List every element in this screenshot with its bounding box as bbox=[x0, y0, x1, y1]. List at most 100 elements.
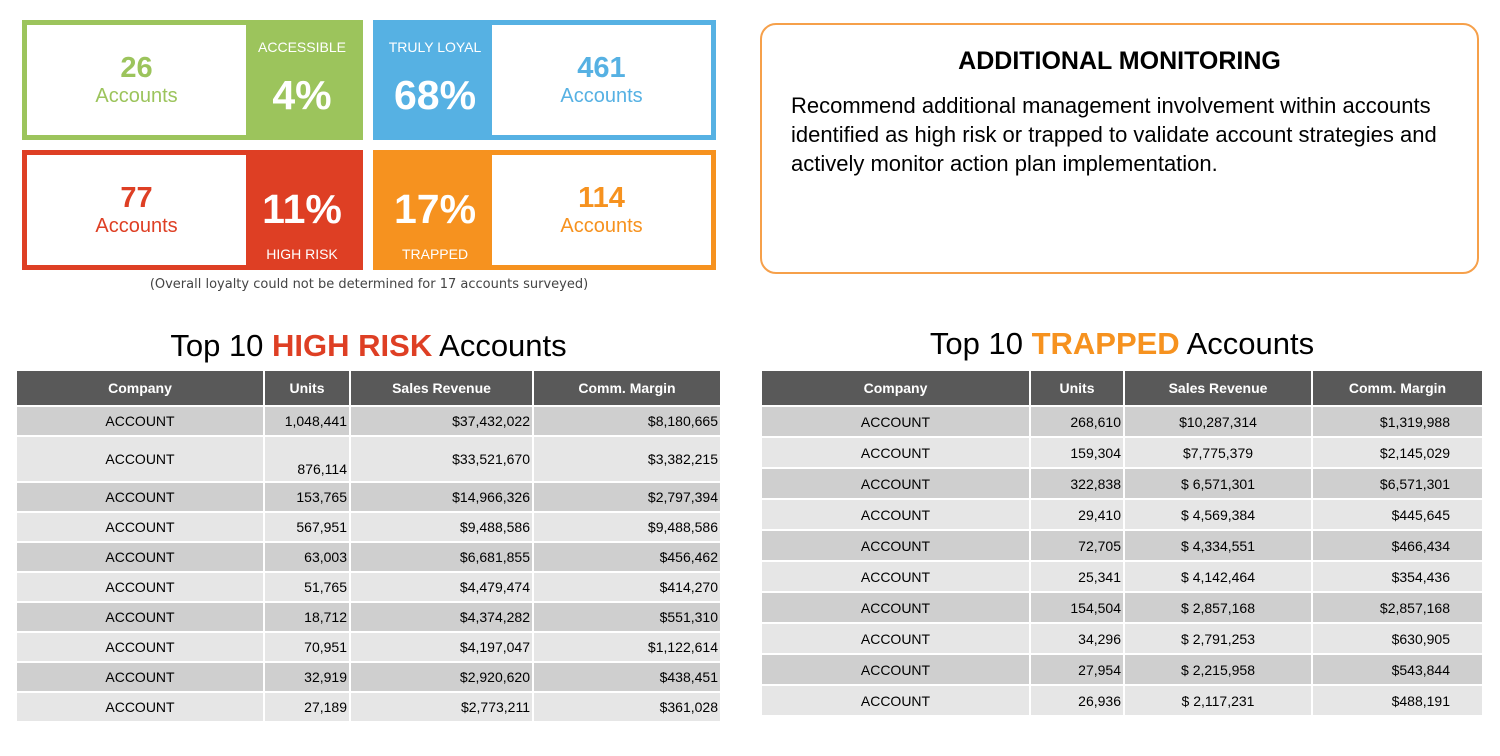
sales-revenue-cell: $9,488,586 bbox=[350, 512, 534, 543]
units-cell: 27,954 bbox=[1030, 654, 1125, 686]
sales-revenue-cell: $2,773,211 bbox=[350, 692, 534, 723]
high-risk-title-highlight: HIGH RISK bbox=[272, 328, 433, 363]
comm-margin-cell: $630,905 bbox=[1312, 623, 1482, 655]
high-risk-tag: HIGH RISK bbox=[266, 246, 338, 262]
units-cell: 70,951 bbox=[264, 632, 351, 663]
table-row: ACCOUNT 63,003 $6,681,855 $456,462 bbox=[17, 542, 720, 573]
comm-margin-cell: $3,382,215 bbox=[533, 436, 720, 483]
comm-margin-cell: $9,488,586 bbox=[533, 512, 720, 543]
accessible-count-box: 26 Accounts bbox=[27, 25, 246, 135]
high-risk-tile: 77 Accounts 11% HIGH RISK bbox=[22, 150, 363, 270]
table-row: ACCOUNT 153,765 $14,966,326 $2,797,394 bbox=[17, 482, 720, 513]
column-header-comm-margin[interactable]: Comm. Margin bbox=[1312, 371, 1482, 407]
sales-revenue-cell: $37,432,022 bbox=[350, 406, 534, 437]
units-cell: 18,712 bbox=[264, 602, 351, 633]
column-header-sales-revenue[interactable]: Sales Revenue bbox=[350, 371, 534, 407]
table-row: ACCOUNT 34,296 $ 2,791,253 $630,905 bbox=[762, 623, 1482, 655]
units-cell: 1,048,441 bbox=[264, 406, 351, 437]
table-row: ACCOUNT 25,341 $ 4,142,464 $354,436 bbox=[762, 561, 1482, 593]
truly-loyal-percent: 68% bbox=[393, 72, 477, 118]
high-risk-count-box: 77 Accounts bbox=[27, 155, 246, 265]
table-row: ACCOUNT 1,048,441 $37,432,022 $8,180,665 bbox=[17, 406, 720, 437]
company-cell: ACCOUNT bbox=[17, 406, 265, 437]
comm-margin-cell: $361,028 bbox=[533, 692, 720, 723]
company-cell: ACCOUNT bbox=[17, 602, 265, 633]
units-cell: 153,765 bbox=[264, 482, 351, 513]
accessible-percent-panel: ACCESSIBLE 4% bbox=[246, 25, 358, 135]
company-cell: ACCOUNT bbox=[17, 542, 265, 573]
comm-margin-cell: $6,571,301 bbox=[1312, 468, 1482, 500]
sales-revenue-cell: $ 6,571,301 bbox=[1124, 468, 1313, 500]
units-cell: 876,114 bbox=[264, 436, 351, 483]
units-cell: 322,838 bbox=[1030, 468, 1125, 500]
sales-revenue-cell: $4,197,047 bbox=[350, 632, 534, 663]
trapped-tile: 114 Accounts 17% TRAPPED bbox=[373, 150, 716, 270]
units-cell: 154,504 bbox=[1030, 592, 1125, 624]
units-cell: 34,296 bbox=[1030, 623, 1125, 655]
comm-margin-cell: $354,436 bbox=[1312, 561, 1482, 593]
company-cell: ACCOUNT bbox=[17, 482, 265, 513]
units-cell: 268,610 bbox=[1030, 406, 1125, 438]
column-header-comm-margin[interactable]: Comm. Margin bbox=[533, 371, 720, 407]
sales-revenue-cell: $14,966,326 bbox=[350, 482, 534, 513]
comm-margin-cell: $456,462 bbox=[533, 542, 720, 573]
company-cell: ACCOUNT bbox=[762, 623, 1031, 655]
company-cell: ACCOUNT bbox=[762, 685, 1031, 717]
table-row: ACCOUNT 26,936 $ 2,117,231 $488,191 bbox=[762, 685, 1482, 717]
sales-revenue-cell: $4,374,282 bbox=[350, 602, 534, 633]
high-risk-percent-panel: 11% HIGH RISK bbox=[246, 155, 358, 265]
high-risk-accounts-table: Company Units Sales Revenue Comm. Margin… bbox=[17, 371, 720, 723]
table-row: ACCOUNT 567,951 $9,488,586 $9,488,586 bbox=[17, 512, 720, 543]
sales-revenue-cell: $ 2,117,231 bbox=[1124, 685, 1313, 717]
high-risk-accounts-label: Accounts bbox=[95, 214, 178, 237]
sales-revenue-cell: $ 4,334,551 bbox=[1124, 530, 1313, 562]
table-row: ACCOUNT 29,410 $ 4,569,384 $445,645 bbox=[762, 499, 1482, 531]
sales-revenue-cell: $ 2,791,253 bbox=[1124, 623, 1313, 655]
trapped-title-pre: Top 10 bbox=[929, 326, 1032, 361]
table-row: ACCOUNT 154,504 $ 2,857,168 $2,857,168 bbox=[762, 592, 1482, 624]
table-row: ACCOUNT 876,114 $33,521,670 $3,382,215 bbox=[17, 436, 720, 483]
trapped-title-highlight: TRAPPED bbox=[1031, 326, 1180, 361]
high-risk-title-post: Accounts bbox=[432, 328, 567, 363]
table-header-row: Company Units Sales Revenue Comm. Margin bbox=[17, 371, 720, 407]
units-cell: 29,410 bbox=[1030, 499, 1125, 531]
trapped-count-box: 114 Accounts bbox=[492, 155, 711, 265]
monitoring-title: ADDITIONAL MONITORING bbox=[958, 47, 1281, 75]
comm-margin-cell: $445,645 bbox=[1312, 499, 1482, 531]
column-header-units[interactable]: Units bbox=[264, 371, 351, 407]
truly-loyal-percent-panel: TRULY LOYAL 68% bbox=[378, 25, 492, 135]
truly-loyal-tile: 461 Accounts TRULY LOYAL 68% bbox=[373, 20, 716, 140]
comm-margin-cell: $1,122,614 bbox=[533, 632, 720, 663]
comm-margin-cell: $2,145,029 bbox=[1312, 437, 1482, 469]
column-header-sales-revenue[interactable]: Sales Revenue bbox=[1124, 371, 1313, 407]
comm-margin-cell: $2,797,394 bbox=[533, 482, 720, 513]
company-cell: ACCOUNT bbox=[762, 499, 1031, 531]
sales-revenue-cell: $7,775,379 bbox=[1124, 437, 1313, 469]
sales-revenue-cell: $4,479,474 bbox=[350, 572, 534, 603]
accessible-tag: ACCESSIBLE bbox=[258, 39, 346, 55]
monitoring-body: Recommend additional management involvem… bbox=[791, 93, 1437, 176]
trapped-count: 114 bbox=[578, 181, 625, 214]
trapped-percent: 17% bbox=[393, 186, 477, 232]
company-cell: ACCOUNT bbox=[17, 512, 265, 543]
column-header-units[interactable]: Units bbox=[1030, 371, 1125, 407]
accessible-count: 26 bbox=[120, 51, 153, 84]
trapped-percent-panel: 17% TRAPPED bbox=[378, 155, 492, 265]
loyalty-footnote: (Overall loyalty could not be determined… bbox=[149, 277, 589, 292]
company-cell: ACCOUNT bbox=[762, 561, 1031, 593]
company-cell: ACCOUNT bbox=[762, 654, 1031, 686]
high-risk-table-title: Top 10 HIGH RISK Accounts bbox=[17, 328, 720, 364]
company-cell: ACCOUNT bbox=[762, 530, 1031, 562]
high-risk-title-pre: Top 10 bbox=[170, 328, 273, 363]
table-row: ACCOUNT 322,838 $ 6,571,301 $6,571,301 bbox=[762, 468, 1482, 500]
company-cell: ACCOUNT bbox=[17, 436, 265, 483]
column-header-company[interactable]: Company bbox=[762, 371, 1031, 407]
units-cell: 26,936 bbox=[1030, 685, 1125, 717]
units-cell: 27,189 bbox=[264, 692, 351, 723]
trapped-tag: TRAPPED bbox=[401, 246, 469, 262]
table-row: ACCOUNT 32,919 $2,920,620 $438,451 bbox=[17, 662, 720, 693]
comm-margin-cell: $488,191 bbox=[1312, 685, 1482, 717]
column-header-company[interactable]: Company bbox=[17, 371, 265, 407]
company-cell: ACCOUNT bbox=[17, 692, 265, 723]
truly-loyal-tag: TRULY LOYAL bbox=[388, 39, 482, 55]
